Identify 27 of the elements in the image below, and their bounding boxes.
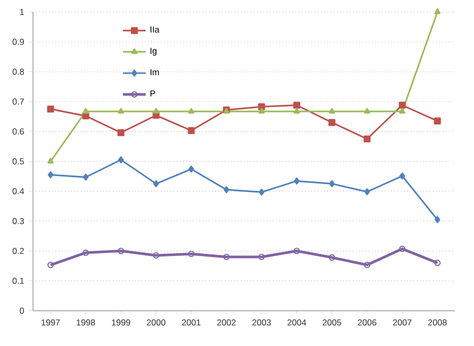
x-tick-label: 2002 <box>217 320 236 326</box>
legend-label: Ig <box>150 48 156 56</box>
y-tick-label: 0.5 <box>12 158 24 165</box>
x-tick-label: 2007 <box>393 320 412 326</box>
y-tick-label: 0.6 <box>12 128 24 135</box>
y-tick-label: 0.2 <box>12 248 24 254</box>
x-tick-label: 2006 <box>358 320 376 326</box>
y-tick-label: 0.1 <box>12 278 24 284</box>
legend-label: IIa <box>150 26 160 33</box>
x-tick-label: 2000 <box>146 320 166 326</box>
x-tick-label: 2005 <box>322 320 342 326</box>
legend-label: P <box>150 90 156 97</box>
y-tick-label: 1 <box>20 9 24 16</box>
x-tick-label: 2001 <box>182 320 200 326</box>
y-tick-label: 0.9 <box>12 38 24 46</box>
legend-label: Im <box>150 69 159 76</box>
y-tick-label: 0.4 <box>12 188 24 194</box>
y-tick-label: 0 <box>20 308 24 314</box>
x-tick-label: 1997 <box>42 320 60 326</box>
x-tick-label: 2003 <box>252 320 271 326</box>
y-tick-label: 0.8 <box>12 68 24 75</box>
x-tick-label: 2008 <box>428 320 447 326</box>
x-tick-label: 1998 <box>76 320 96 326</box>
x-tick-label: 2004 <box>288 320 306 326</box>
y-tick-label: 0.7 <box>12 98 24 105</box>
y-tick-label: 0.3 <box>12 218 24 224</box>
x-tick-label: 1999 <box>112 320 130 326</box>
